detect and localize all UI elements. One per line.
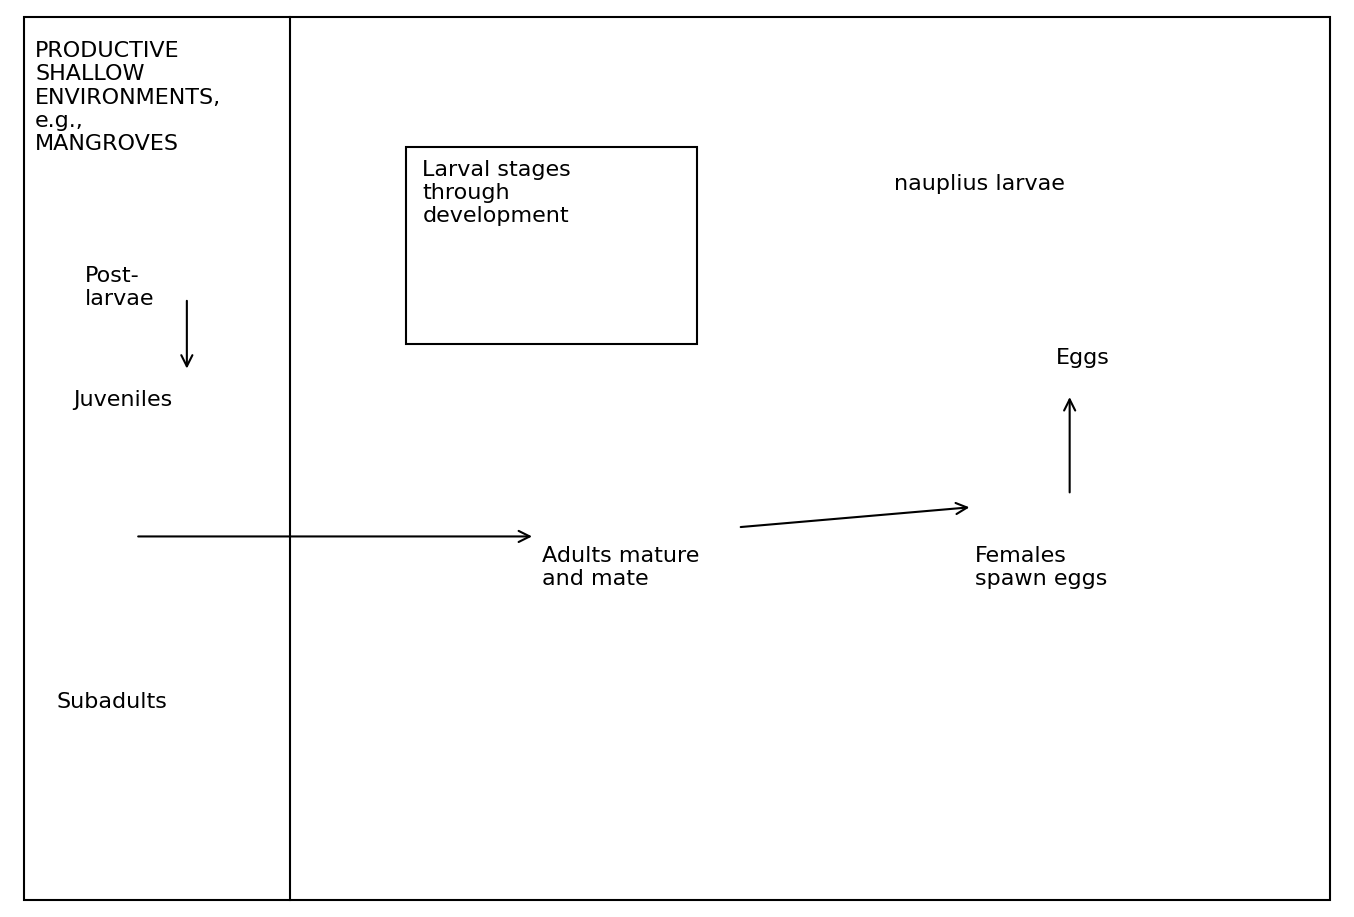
- Text: nauplius larvae: nauplius larvae: [894, 174, 1064, 194]
- Text: Post-
larvae: Post- larvae: [85, 266, 154, 309]
- Bar: [406, 147, 697, 344]
- Text: Females
spawn eggs: Females spawn eggs: [975, 546, 1108, 589]
- Text: Juveniles: Juveniles: [73, 390, 172, 410]
- Text: Subadults: Subadults: [57, 692, 168, 713]
- Text: Eggs: Eggs: [1056, 348, 1110, 369]
- Text: Adults mature
and mate: Adults mature and mate: [542, 546, 699, 589]
- Text: Larval stages
through
development: Larval stages through development: [422, 160, 571, 226]
- Text: PRODUCTIVE
SHALLOW
ENVIRONMENTS,
e.g.,
MANGROVES: PRODUCTIVE SHALLOW ENVIRONMENTS, e.g., M…: [35, 41, 221, 154]
